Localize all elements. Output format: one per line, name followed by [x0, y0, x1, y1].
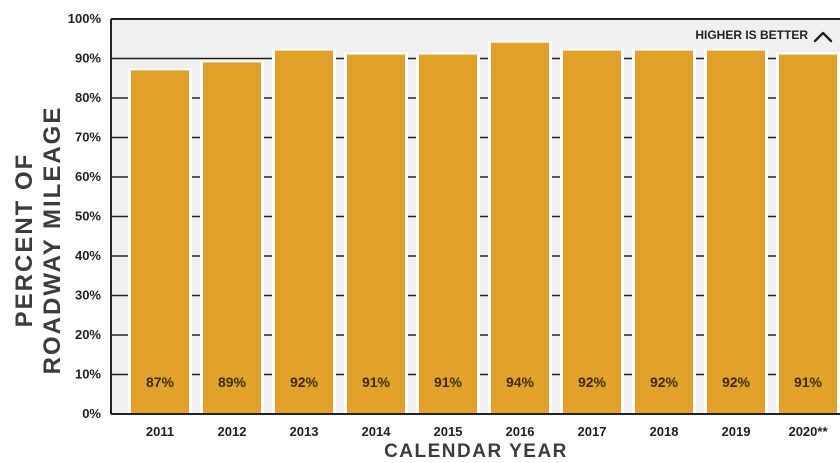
- bar: [563, 50, 621, 414]
- x-tick-label: 2017: [578, 424, 607, 439]
- y-axis-label-line-1: PERCENT OF: [11, 153, 38, 328]
- data-label: 91%: [362, 374, 391, 390]
- x-tick-label: 2014: [362, 424, 392, 439]
- bar: [491, 42, 549, 414]
- bar: [635, 50, 693, 414]
- data-label: 94%: [506, 374, 535, 390]
- y-tick-label: 50%: [75, 209, 101, 224]
- y-tick-label: 40%: [75, 248, 101, 263]
- y-tick-label: 100%: [68, 11, 102, 26]
- y-tick-label: 30%: [75, 288, 101, 303]
- x-tick-label: 2016: [506, 424, 535, 439]
- x-axis-label: CALENDAR YEAR: [384, 441, 568, 462]
- bar: [275, 50, 333, 414]
- x-tick-label: 2018: [650, 424, 679, 439]
- y-tick-label: 10%: [75, 367, 101, 382]
- x-tick-label: 2013: [290, 424, 319, 439]
- bar: [347, 54, 405, 415]
- y-tick-label: 70%: [75, 130, 101, 145]
- data-label: 92%: [578, 374, 607, 390]
- arrow-up-icon: [813, 31, 833, 43]
- y-tick-label: 60%: [75, 169, 101, 184]
- y-axis-label-line-2: ROADWAY MILEAGE: [39, 106, 66, 375]
- data-label: 92%: [650, 374, 679, 390]
- bars: [128, 40, 840, 415]
- data-label: 92%: [722, 374, 751, 390]
- bar: [707, 50, 765, 414]
- data-label: 87%: [146, 374, 175, 390]
- data-label: 92%: [290, 374, 319, 390]
- data-label: 91%: [434, 374, 463, 390]
- bar: [779, 54, 837, 415]
- y-tick-label: 0%: [82, 406, 101, 421]
- y-tick-labels: 0% 10% 20% 30% 40% 50% 60% 70% 80% 90% 100%: [68, 11, 102, 421]
- annotation-text: HIGHER IS BETTER: [695, 28, 808, 42]
- y-tick-label: 20%: [75, 327, 101, 342]
- y-tick-label: 90%: [75, 51, 101, 66]
- data-label: 89%: [218, 374, 247, 390]
- y-tick-label: 80%: [75, 90, 101, 105]
- higher-is-better-annotation: HIGHER IS BETTER: [695, 28, 833, 43]
- x-tick-label: 2012: [218, 424, 247, 439]
- data-label: 91%: [794, 374, 823, 390]
- x-tick-label: 2011: [146, 424, 174, 439]
- bar: [419, 54, 477, 415]
- bar: [203, 62, 261, 414]
- x-tick-labels: 2011 2012 2013 2014 2015 2016 2017 2018 2019 2020…: [146, 424, 829, 439]
- data-labels: 87% 89% 92% 91% 91% 94% 92% 92% 92% 91%: [146, 374, 823, 390]
- x-tick-label: 2015: [434, 424, 463, 439]
- x-tick-label: 2019: [722, 424, 751, 439]
- bar: [131, 70, 189, 414]
- x-tick-label: 2020**: [788, 424, 828, 439]
